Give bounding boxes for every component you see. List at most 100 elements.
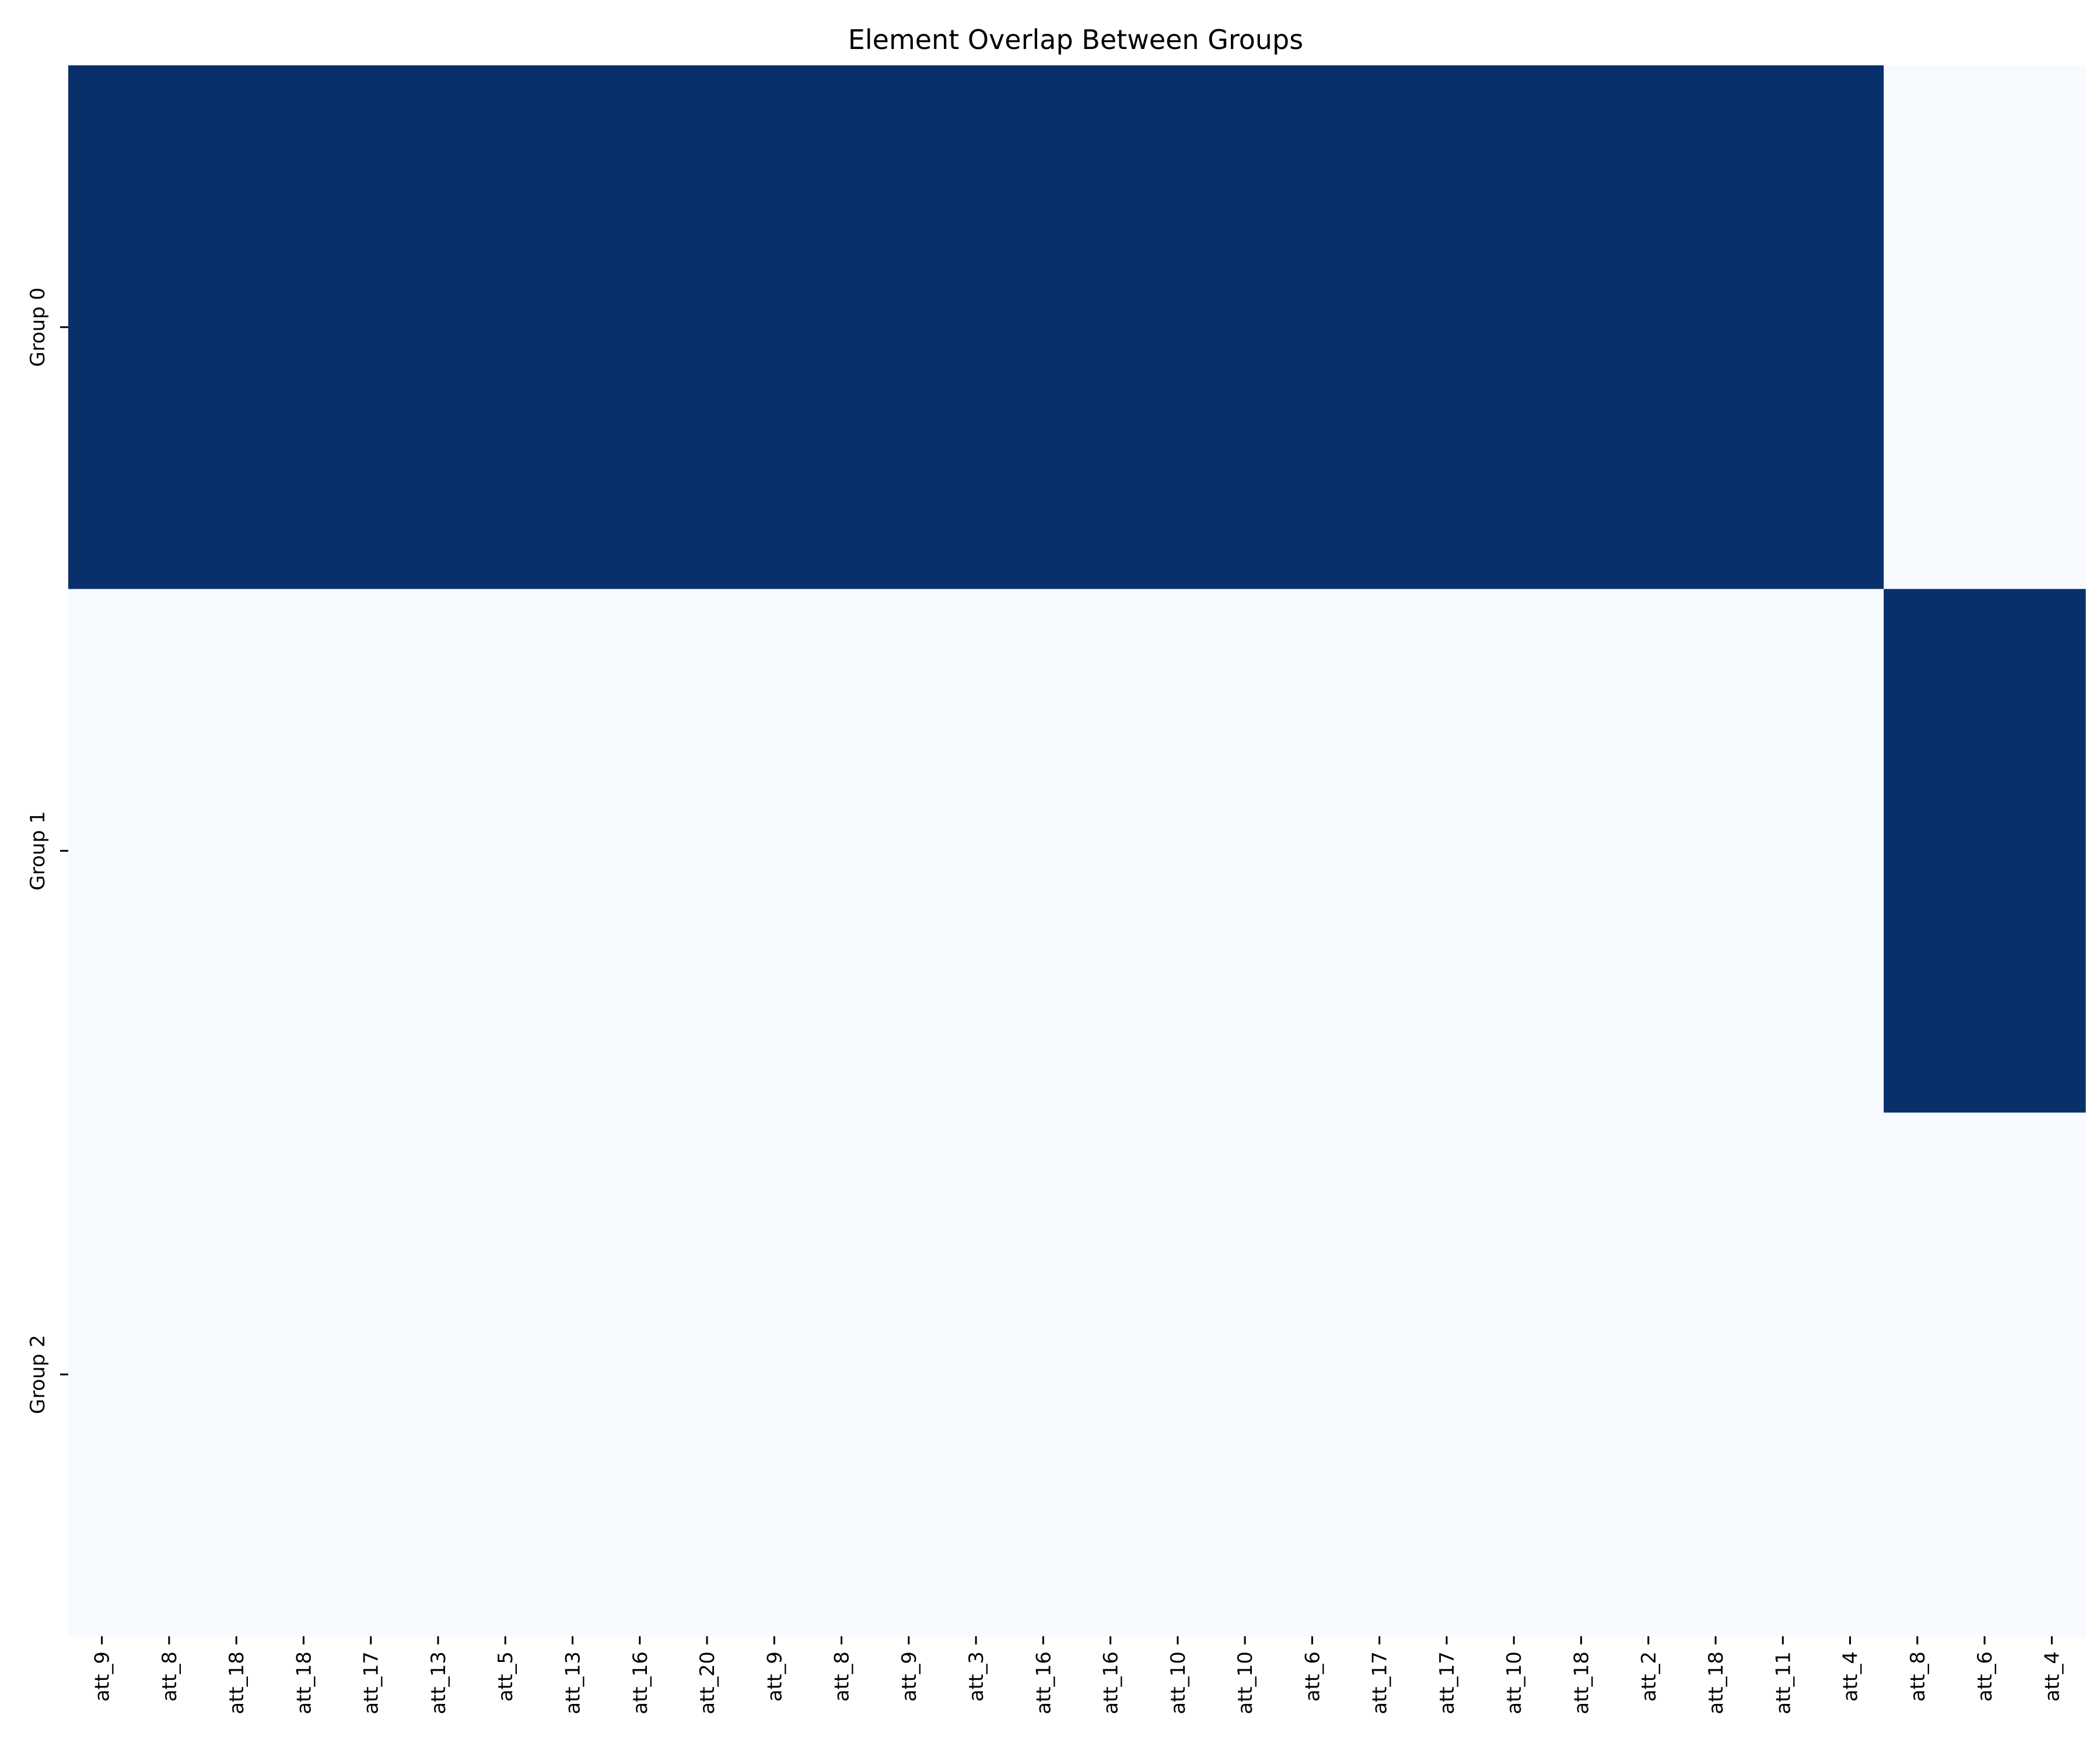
heatmap-cell (1480, 589, 1548, 1113)
x-tick-label: att_16 (629, 1651, 652, 1714)
heatmap-cell (673, 65, 741, 590)
x-tick-label: att_6 (1973, 1651, 1997, 1702)
heatmap-cell (942, 589, 1010, 1113)
heatmap-cell (1547, 589, 1615, 1113)
heatmap-cell (740, 65, 808, 590)
x-tick-label: att_18 (292, 1651, 316, 1714)
x-tick-label: att_18 (225, 1651, 249, 1714)
heatmap-cell (135, 65, 204, 590)
heatmap-cell (68, 65, 136, 590)
heatmap-cell (202, 1112, 271, 1637)
y-tick-label: Group 2 (26, 1335, 50, 1414)
heatmap-cell (1211, 1112, 1279, 1637)
x-tick-label: att_13 (427, 1651, 450, 1714)
axis-ticks (60, 326, 2053, 1644)
heatmap-cell (1884, 589, 1952, 1113)
heatmap-cell (538, 65, 607, 590)
heatmap-cell (1951, 589, 2019, 1113)
x-tick-label: att_9 (898, 1651, 921, 1702)
heatmap-cell (471, 65, 540, 590)
heatmap-cell (1144, 589, 1212, 1113)
x-tick-label: att_17 (1368, 1651, 1392, 1714)
heatmap-cell (875, 65, 943, 590)
x-tick-label: att_13 (562, 1651, 585, 1714)
chart-title: Element Overlap Between Groups (848, 24, 1303, 55)
heatmap-cell (1682, 65, 1750, 590)
heatmap-cell (1682, 589, 1750, 1113)
heatmap-cell (1346, 1112, 1413, 1637)
heatmap-cell (740, 589, 808, 1113)
heatmap-cell (1346, 65, 1413, 590)
heatmap-cell (942, 1112, 1010, 1637)
heatmap-cell (404, 1112, 473, 1637)
heatmap-cell (1346, 589, 1413, 1113)
x-tick-label: att_20 (696, 1651, 719, 1714)
heatmap-cell (1278, 1112, 1346, 1637)
x-tick-label: att_17 (1436, 1651, 1459, 1714)
heatmap-cell (337, 589, 405, 1113)
heatmap-cell (1816, 65, 1884, 590)
x-tick-label: att_18 (1704, 1651, 1728, 1714)
x-tick-label: att_3 (965, 1651, 988, 1702)
x-tick-label: att_10 (1503, 1651, 1526, 1714)
heatmap-cell (673, 1112, 741, 1637)
x-tick-label: att_17 (360, 1651, 383, 1714)
heatmap-cell (1951, 1112, 2019, 1637)
heatmap-cell (1884, 65, 1952, 590)
heatmap-cell (2018, 1112, 2086, 1637)
heatmap-cell (1211, 65, 1279, 590)
heatmap-cell (1480, 1112, 1548, 1637)
x-tick-label: att_18 (1570, 1651, 1594, 1714)
heatmap-cell (1413, 589, 1481, 1113)
heatmap-cell (807, 589, 876, 1113)
heatmap-cell (202, 589, 271, 1113)
heatmap-cell (606, 1112, 674, 1637)
x-tick-label: att_8 (158, 1651, 181, 1702)
heatmap-cell (68, 589, 136, 1113)
heatmap-cell (1278, 65, 1346, 590)
x-tick-label: att_10 (1167, 1651, 1190, 1714)
heatmap-cell (1749, 1112, 1817, 1637)
heatmap-cell (1951, 65, 2019, 590)
heatmap-cell (538, 1112, 607, 1637)
x-tick-label: att_4 (1839, 1651, 1863, 1702)
heatmap-cell (1547, 1112, 1615, 1637)
heatmap-cell (942, 65, 1010, 590)
heatmap-cell (1144, 65, 1212, 590)
heatmap-cell (270, 1112, 338, 1637)
x-tick-label: att_16 (1100, 1651, 1123, 1714)
x-tick-label: att_16 (1032, 1651, 1055, 1714)
heatmap-cell (2018, 65, 2086, 590)
y-tick-label: Group 1 (26, 811, 50, 891)
heatmap-cell (202, 65, 271, 590)
heatmap-cell (1211, 589, 1279, 1113)
heatmap-cell (1682, 1112, 1750, 1637)
heatmap-cell (1816, 589, 1884, 1113)
heatmap-cell (1816, 1112, 1884, 1637)
axis-labels: att_9 att_8 att_18 att_18 att_17 att_13 att_5 a… (26, 288, 2064, 1714)
heatmap-cell (1615, 589, 1682, 1113)
heatmap-cell (1278, 589, 1346, 1113)
heatmap-cell (1077, 1112, 1144, 1637)
heatmap-cell (471, 1112, 540, 1637)
heatmap-cell (135, 1112, 204, 1637)
heatmap-cell (270, 65, 338, 590)
heatmap-cell (606, 65, 674, 590)
x-tick-label: att_9 (763, 1651, 786, 1702)
heatmap-cell (337, 1112, 405, 1637)
heatmap-cell (673, 589, 741, 1113)
y-tick-label: Group 0 (26, 288, 50, 367)
heatmap-cell (404, 589, 473, 1113)
x-tick-label: att_6 (1301, 1651, 1324, 1702)
x-tick-label: att_8 (831, 1651, 854, 1702)
heatmap-cell (1547, 65, 1615, 590)
heatmap-cell (1144, 1112, 1212, 1637)
heatmap-cell (337, 65, 405, 590)
heatmap-cell (68, 1112, 136, 1637)
heatmap-cell (538, 589, 607, 1113)
heatmap-cell (1480, 65, 1548, 590)
heatmap-cell (2018, 589, 2086, 1113)
heatmap-cell (135, 589, 204, 1113)
heatmap-cell (875, 589, 943, 1113)
